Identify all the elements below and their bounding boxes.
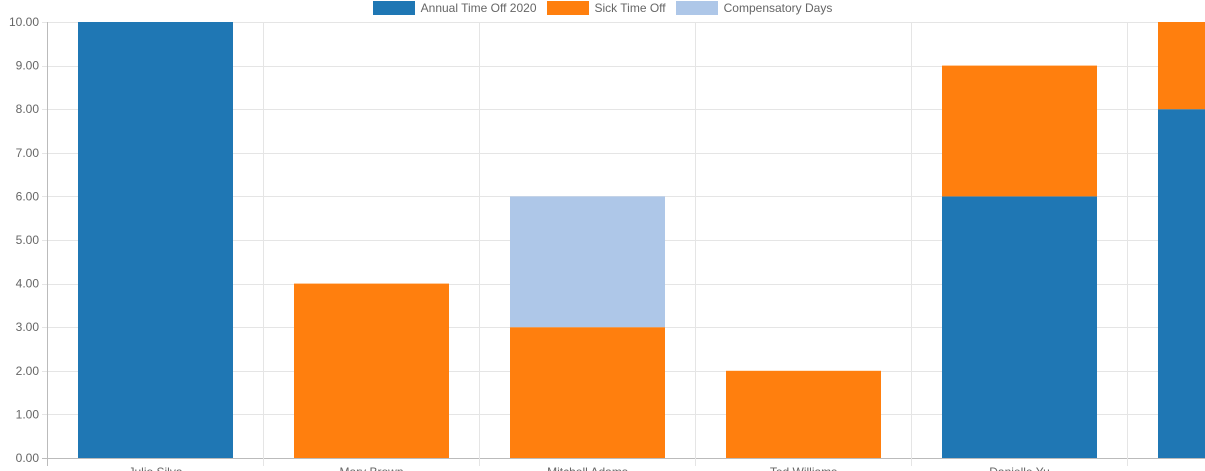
- legend-swatch-compensatory-days: [675, 1, 718, 15]
- bar-segment-sick-time-off[interactable]: [294, 283, 449, 458]
- x-tick-label: Julio Silva: [128, 465, 182, 471]
- bar-segment-annual-time-off-2020[interactable]: [942, 196, 1097, 458]
- y-tick-label: 8.00: [16, 102, 40, 116]
- y-tick-label: 3.00: [16, 320, 40, 334]
- x-tick-label: Mitchell Adams: [547, 465, 628, 471]
- bar-segment-sick-time-off[interactable]: [1158, 22, 1205, 110]
- x-tick-label: Mary Brown: [339, 465, 403, 471]
- legend-swatch-annual-time-off: [372, 1, 415, 15]
- legend-item-annual-time-off[interactable]: Annual Time Off 2020: [372, 1, 537, 15]
- y-tick-label: 4.00: [16, 277, 40, 291]
- bar-segment-annual-time-off-2020[interactable]: [78, 22, 233, 458]
- y-tick-label: 0.00: [16, 451, 40, 465]
- x-tick-label: Danielle Yu: [989, 465, 1050, 471]
- y-tick-label: 1.00: [16, 407, 40, 421]
- legend-label-annual-time-off: Annual Time Off 2020: [420, 1, 537, 15]
- y-tick-label: 9.00: [16, 59, 40, 73]
- y-tick-label: 7.00: [16, 146, 40, 160]
- y-tick-label: 5.00: [16, 233, 40, 247]
- bar-segment-sick-time-off[interactable]: [942, 65, 1097, 197]
- y-tick-label: 2.00: [16, 364, 40, 378]
- legend-item-sick-time-off[interactable]: Sick Time Off: [546, 1, 666, 15]
- x-tick-label: Ted Williams: [770, 465, 837, 471]
- bar-segment-compensatory-days[interactable]: [510, 196, 665, 328]
- legend-label-sick-time-off: Sick Time Off: [594, 1, 666, 15]
- chart-legend: Annual Time Off 2020 Sick Time Off Compe…: [0, 0, 1205, 16]
- legend-swatch-sick-time-off: [546, 1, 589, 15]
- legend-item-compensatory-days[interactable]: Compensatory Days: [675, 1, 833, 15]
- y-tick-label: 6.00: [16, 189, 40, 203]
- y-tick-label: 10.00: [9, 15, 39, 29]
- bar-segment-sick-time-off[interactable]: [510, 327, 665, 458]
- legend-label-compensatory-days: Compensatory Days: [723, 1, 833, 15]
- bar-segment-annual-time-off-2020[interactable]: [1158, 109, 1205, 458]
- bar-segment-sick-time-off[interactable]: [726, 370, 881, 458]
